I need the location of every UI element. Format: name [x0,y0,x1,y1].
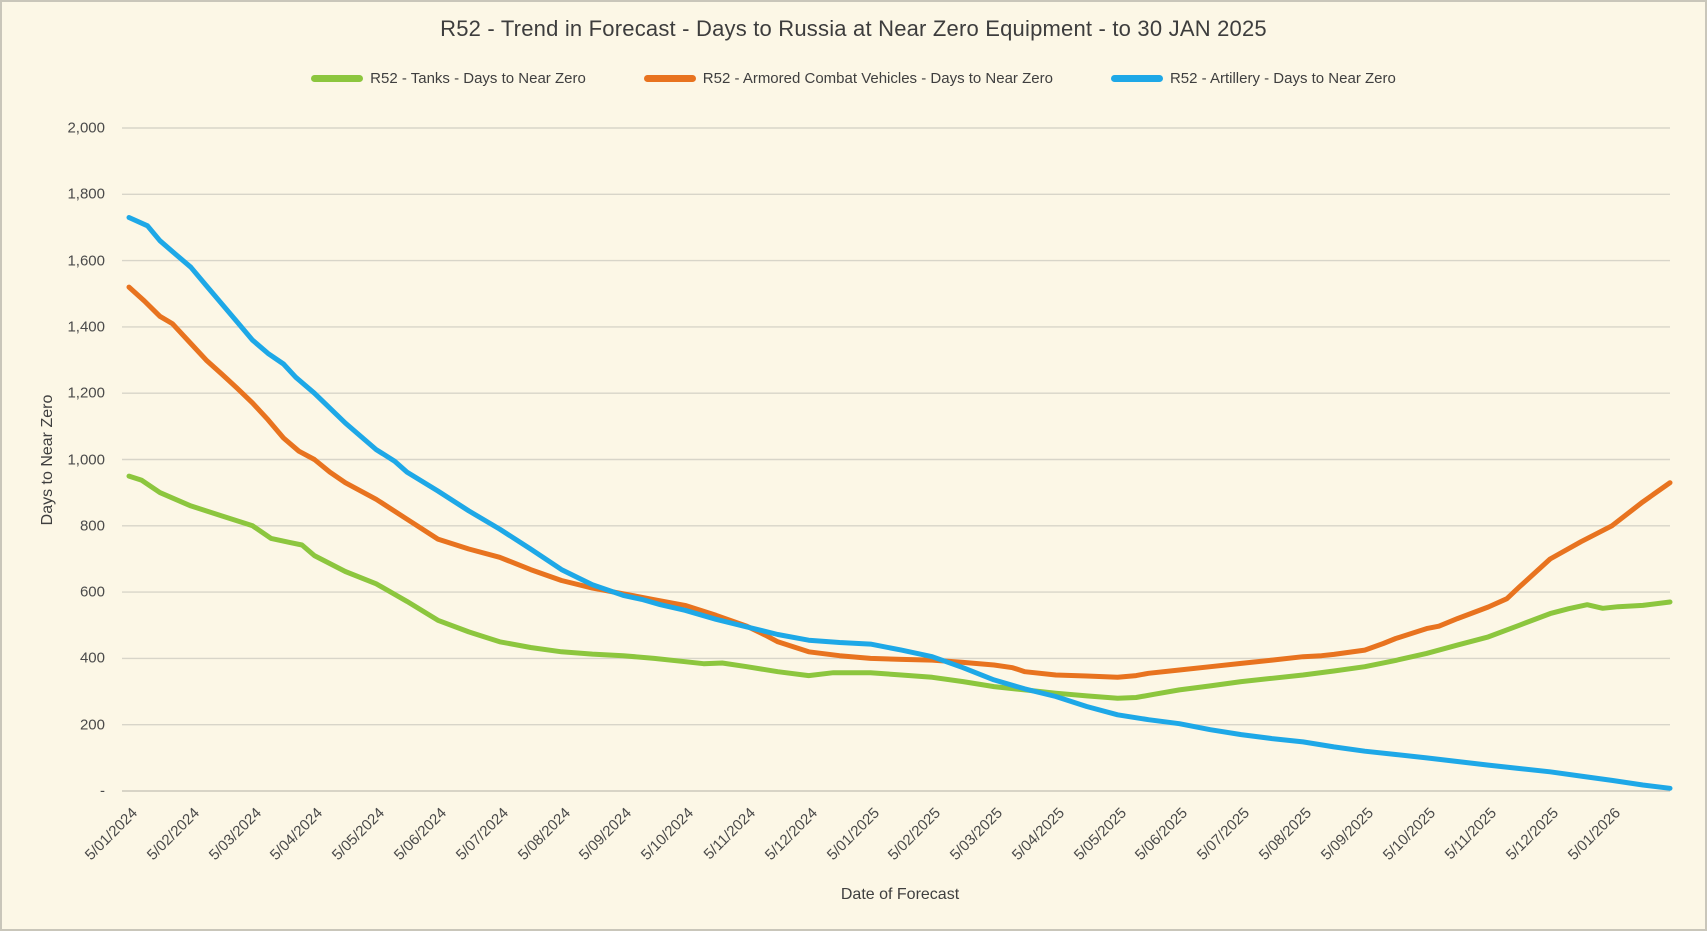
y-tick-label: - [100,782,105,800]
legend-item-acv: R52 - Armored Combat Vehicles - Days to … [643,70,1053,87]
legend-label-acv: R52 - Armored Combat Vehicles - Days to … [702,70,1053,87]
y-tick-label: 1,200 [67,384,105,402]
legend-label-artillery: R52 - Artillery - Days to Near Zero [1169,70,1396,87]
y-tick-label: 1,800 [67,185,105,203]
series-line-1 [126,284,1673,680]
legend: R52 - Tanks - Days to Near Zero R52 - Ar… [2,70,1705,87]
acv-series-swatch-icon [643,75,696,82]
legend-item-tanks: R52 - Tanks - Days to Near Zero [311,70,586,87]
y-tick-label: 2,000 [67,119,105,137]
y-tick-label: 400 [79,649,105,667]
x-axis-title: Date of Forecast [840,886,960,903]
tanks-series-swatch-icon [311,75,364,82]
y-tick-label: 800 [79,517,105,535]
series-line-2 [126,215,1673,791]
y-tick-label: 600 [79,583,105,601]
legend-label-tanks: R52 - Tanks - Days to Near Zero [370,70,586,87]
artillery-series-swatch-icon [1110,75,1163,82]
chart-title: R52 - Trend in Forecast - Days to Russia… [440,16,1267,41]
y-tick-label: 1,400 [67,318,105,336]
series-line-0 [126,473,1673,701]
y-tick-label: 200 [79,716,105,734]
y-tick-label: 1,000 [67,451,105,468]
legend-item-artillery: R52 - Artillery - Days to Near Zero [1110,70,1396,87]
y-axis-title: Days to Near Zero [39,394,56,526]
y-tick-label: 1,600 [67,252,105,270]
